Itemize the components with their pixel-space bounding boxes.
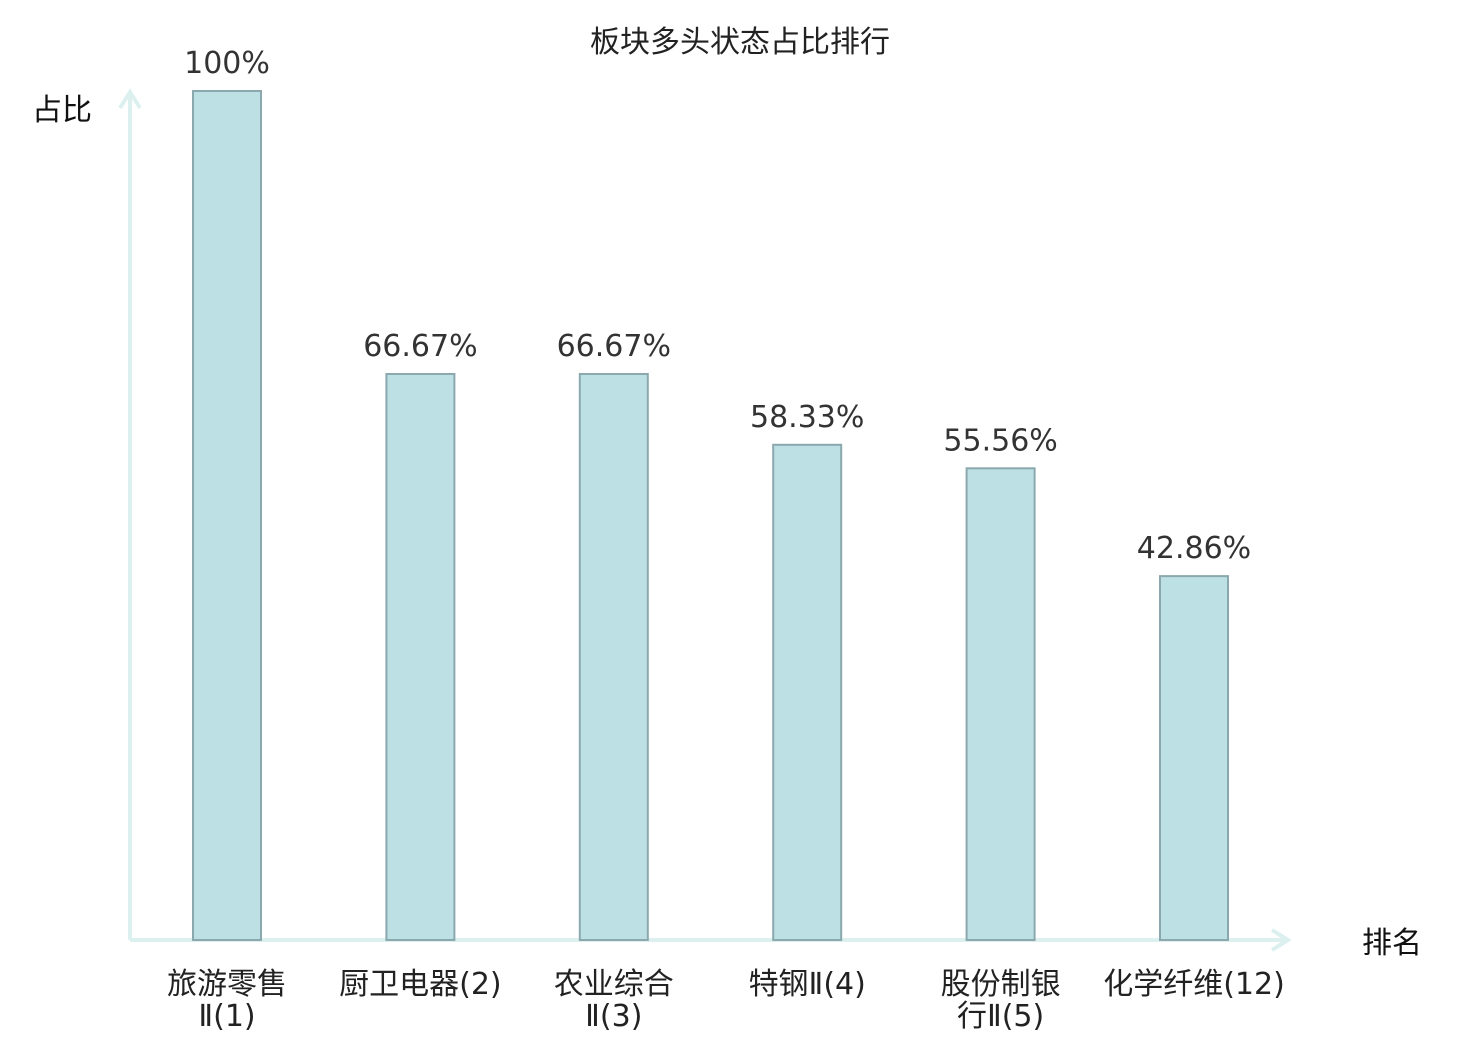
bar-1	[192, 90, 262, 941]
bar-4	[772, 443, 843, 941]
value-label-1: 100%	[184, 46, 270, 81]
chart-title: 板块多头状态占比排行	[590, 25, 890, 60]
value-label-4: 58.33%	[750, 400, 864, 435]
x-tick-label-3-line2: Ⅱ(3)	[585, 999, 642, 1034]
x-tick-label-2: 厨卫电器(2)	[339, 967, 502, 1002]
x-axis-arrow	[1270, 928, 1292, 952]
value-label-3: 66.67%	[557, 329, 671, 364]
value-label-6: 42.86%	[1137, 531, 1251, 566]
bar-2	[385, 372, 456, 942]
bar-6	[1159, 575, 1229, 941]
value-label-5: 55.56%	[943, 423, 1057, 458]
bar-5	[965, 467, 1036, 941]
x-axis-label: 排名	[1362, 926, 1422, 961]
y-axis-label: 占比	[32, 93, 92, 128]
bars-group	[192, 90, 1229, 942]
x-tick-label-1: 旅游零售	[167, 967, 287, 1002]
x-tick-label-5: 股份制银	[941, 967, 1061, 1002]
x-tick-label-5-line2: 行Ⅱ(5)	[957, 999, 1044, 1034]
x-tick-label-4: 特钢Ⅱ(4)	[749, 967, 866, 1002]
value-label-2: 66.67%	[363, 329, 477, 364]
value-labels-group: 100% 66.67% 66.67% 58.33% 55.56% 42.86%	[184, 46, 1251, 566]
x-tick-label-1-line2: Ⅱ(1)	[198, 999, 255, 1034]
y-axis-arrow	[118, 88, 142, 110]
x-tick-label-6: 化学纤维(12)	[1103, 967, 1285, 1002]
bar-3	[578, 372, 649, 942]
x-tick-label-3: 农业综合	[554, 967, 674, 1002]
